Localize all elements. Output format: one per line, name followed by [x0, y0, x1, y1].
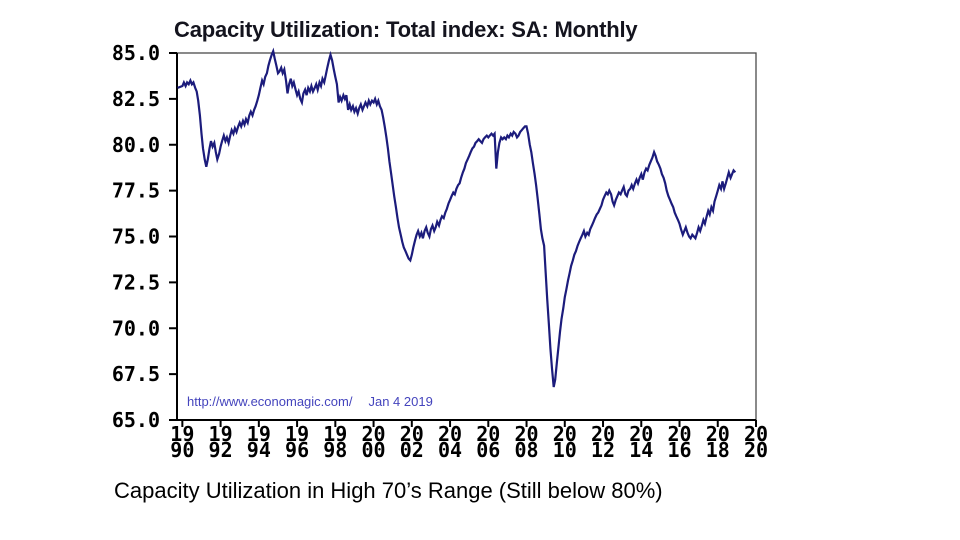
x-axis-tick-label: 20 — [400, 422, 424, 446]
y-axis-tick-label: 75.0 — [112, 225, 160, 249]
x-axis-tick-label: 20 — [514, 422, 538, 446]
chart-title: Capacity Utilization: Total index: SA: M… — [174, 17, 638, 42]
y-axis-tick-label: 85.0 — [112, 41, 160, 65]
watermark-url: http://www.economagic.com/ — [187, 394, 353, 409]
x-axis-tick-label: 19 — [323, 422, 347, 446]
x-axis-tick-label: 20 — [476, 422, 500, 446]
y-axis-tick-label: 82.5 — [112, 87, 160, 111]
x-axis-tick-label: 20 — [744, 438, 768, 462]
x-axis-tick-label: 14 — [629, 438, 653, 462]
x-axis-tick-label: 04 — [438, 438, 462, 462]
x-axis-tick-label: 02 — [400, 438, 424, 462]
x-axis-tick-label: 19 — [170, 422, 194, 446]
y-axis-tick-label: 67.5 — [112, 362, 160, 386]
x-axis-tick-label: 08 — [514, 438, 538, 462]
x-axis-tick-label: 20 — [706, 422, 730, 446]
x-axis-tick-label: 20 — [629, 422, 653, 446]
caption: Capacity Utilization in High 70’s Range … — [114, 478, 663, 503]
x-axis-tick-label: 94 — [247, 438, 271, 462]
x-axis-tick-label: 06 — [476, 438, 500, 462]
x-axis-tick-label: 20 — [362, 422, 386, 446]
watermark: http://www.economagic.com/Jan 4 2019 — [187, 394, 433, 409]
x-axis-tick-label: 19 — [285, 422, 309, 446]
y-axis-tick-label: 72.5 — [112, 270, 160, 294]
x-axis-tick-label: 12 — [591, 438, 615, 462]
y-axis-tick-label: 65.0 — [112, 408, 160, 432]
plot-border — [176, 52, 757, 421]
x-axis-tick-label: 90 — [170, 438, 194, 462]
y-axis-tick-label: 70.0 — [112, 316, 160, 340]
x-axis-tick-label: 98 — [323, 438, 347, 462]
y-axis-tick-label: 80.0 — [112, 133, 160, 157]
x-axis-tick-label: 20 — [591, 422, 615, 446]
data-line — [177, 47, 737, 388]
x-axis-tick-label: 18 — [706, 438, 730, 462]
x-axis-tick-label: 19 — [247, 422, 271, 446]
x-axis-tick-label: 16 — [667, 438, 691, 462]
x-axis-tick-label: 19 — [209, 422, 233, 446]
x-axis-tick-label: 00 — [362, 438, 386, 462]
x-axis-tick-label: 20 — [553, 422, 577, 446]
x-axis-tick-label: 96 — [285, 438, 309, 462]
x-axis-tick-label: 20 — [438, 422, 462, 446]
y-axis-tick-label: 77.5 — [112, 179, 160, 203]
x-axis-tick-label: 92 — [209, 438, 233, 462]
x-axis-tick-label: 20 — [744, 422, 768, 446]
x-axis-tick-label: 10 — [553, 438, 577, 462]
watermark-date: Jan 4 2019 — [368, 394, 433, 409]
x-axis-tick-label: 20 — [667, 422, 691, 446]
